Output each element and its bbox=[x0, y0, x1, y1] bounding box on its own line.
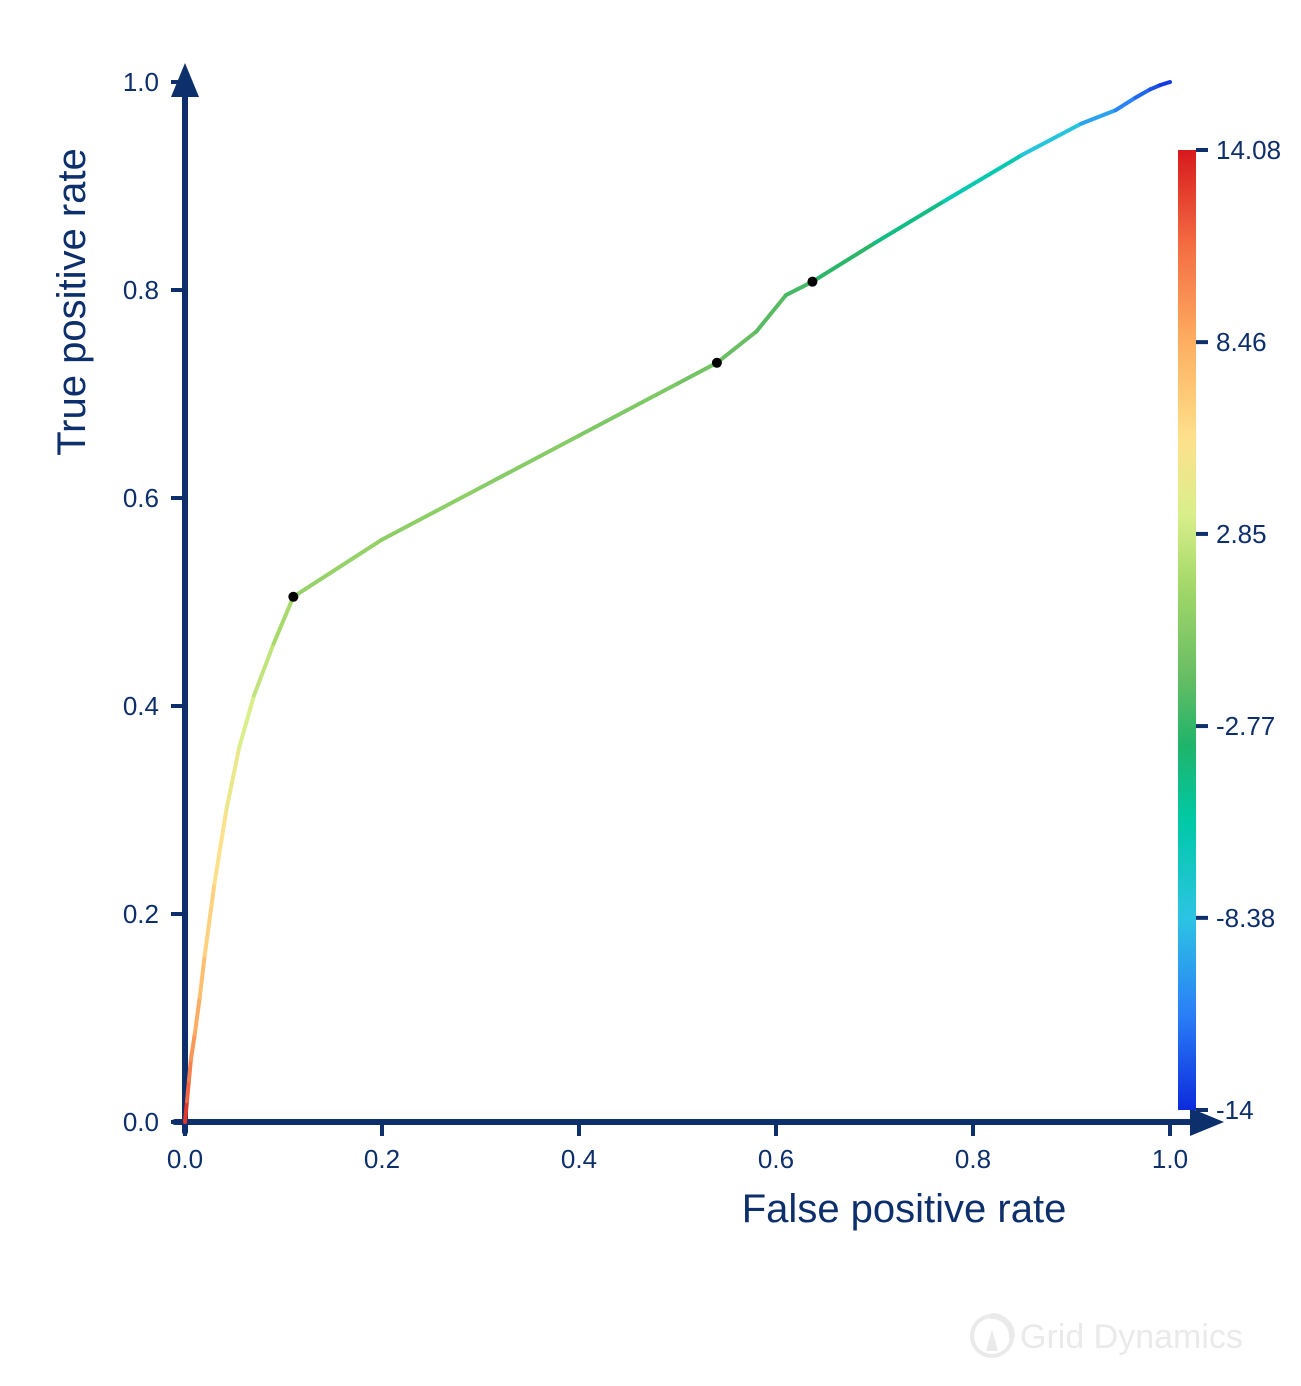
x-tick-label: 0.6 bbox=[758, 1144, 794, 1174]
y-tick-label: 0.6 bbox=[123, 483, 159, 513]
watermark-text: Grid Dynamics bbox=[1020, 1318, 1243, 1356]
x-tick-label: 0.2 bbox=[364, 1144, 400, 1174]
roc-segment bbox=[189, 1060, 191, 1081]
colorbar-tick-label: 14.08 bbox=[1216, 135, 1281, 165]
x-tick-label: 0.0 bbox=[167, 1144, 203, 1174]
x-tick-label: 1.0 bbox=[1152, 1144, 1188, 1174]
y-tick-label: 0.0 bbox=[123, 1107, 159, 1137]
colorbar-tick-label: 2.85 bbox=[1216, 519, 1267, 549]
x-tick-label: 0.4 bbox=[561, 1144, 597, 1174]
y-tick-label: 0.8 bbox=[123, 275, 159, 305]
colorbar-tick-label: 8.46 bbox=[1216, 327, 1267, 357]
x-axis-label: False positive rate bbox=[742, 1187, 1067, 1231]
y-tick-label: 0.2 bbox=[123, 899, 159, 929]
colorbar-tick-label: -8.38 bbox=[1216, 903, 1275, 933]
x-tick-label: 0.8 bbox=[955, 1144, 991, 1174]
chart-container: 0.0 0.2 0.4 0.6 0.8 1.0 0.0 0.2 0.4 0.6 0.8 1.0 True… bbox=[0, 0, 1301, 1386]
roc-marker bbox=[712, 358, 722, 368]
roc-segment bbox=[187, 1080, 189, 1101]
roc-segment bbox=[185, 1101, 187, 1122]
chart-bg bbox=[0, 0, 1301, 1386]
colorbar-tick-label: -2.77 bbox=[1216, 711, 1275, 741]
roc-marker bbox=[807, 277, 817, 287]
colorbar-bar bbox=[1178, 150, 1196, 1110]
y-tick-label: 0.4 bbox=[123, 691, 159, 721]
roc-chart: 0.0 0.2 0.4 0.6 0.8 1.0 0.0 0.2 0.4 0.6 0.8 1.0 True… bbox=[0, 0, 1301, 1386]
y-axis-label: True positive rate bbox=[50, 148, 94, 456]
y-tick-label: 1.0 bbox=[123, 67, 159, 97]
colorbar-tick-label: -14 bbox=[1216, 1095, 1254, 1125]
roc-marker bbox=[288, 592, 298, 602]
